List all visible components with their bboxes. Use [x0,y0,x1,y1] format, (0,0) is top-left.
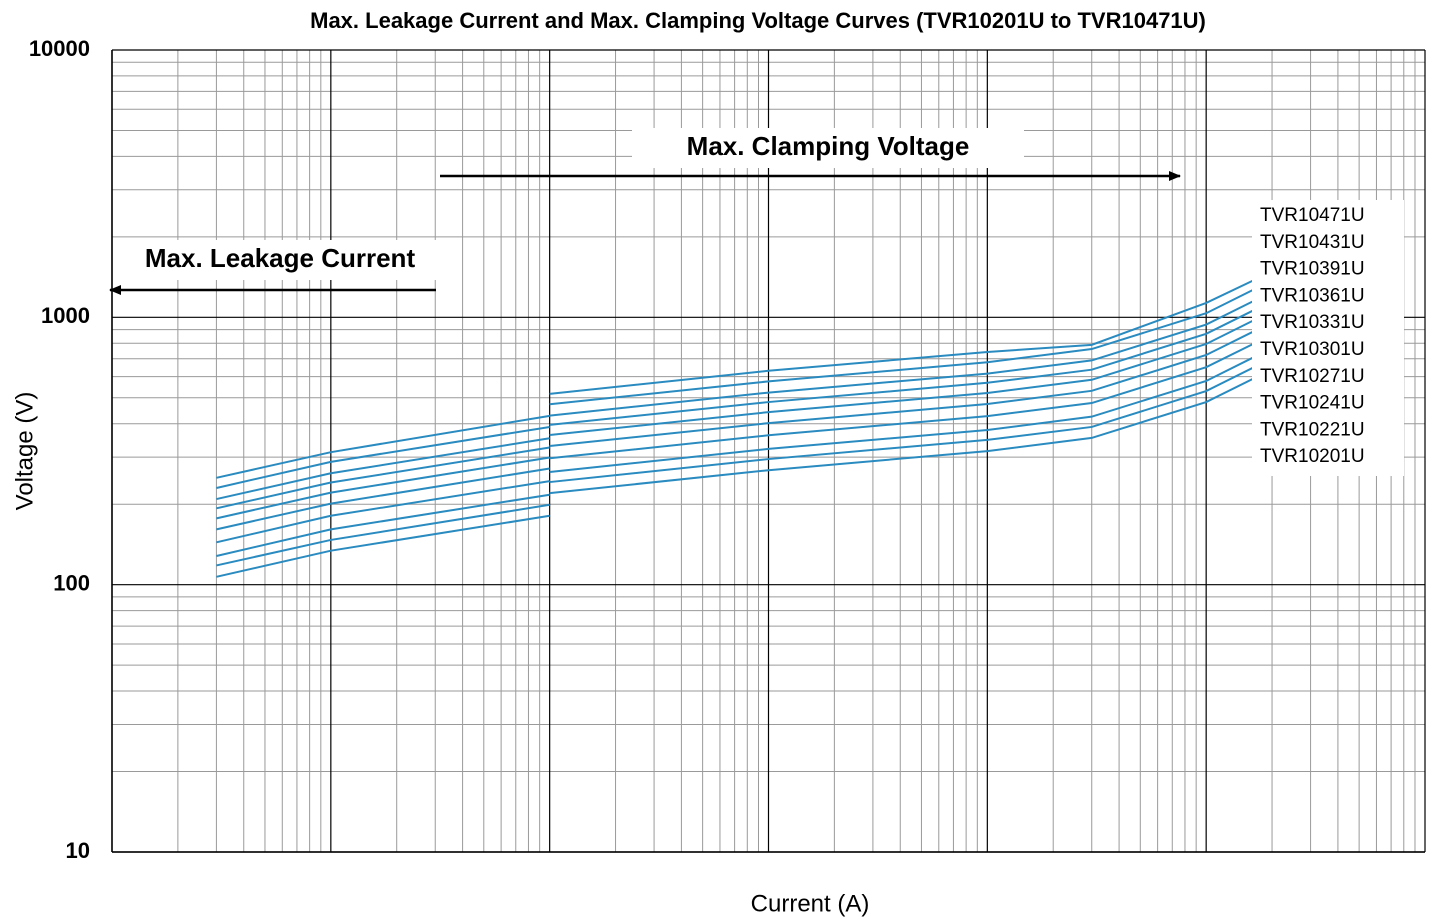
series-line [216,298,1258,501]
y-tick-label: 100 [53,570,90,595]
annotation-box [118,240,444,280]
annotation: Max. Leakage Current [145,243,416,273]
legend-box [1252,200,1404,476]
y-axis-label: Voltage (V) [11,392,38,511]
legend-label: TVR10241U [1260,393,1365,414]
series-line [216,354,1258,557]
legend-label: TVR10221U [1260,419,1365,440]
series-line [216,341,1258,544]
series-line [216,277,1258,479]
legend-label: TVR10471U [1260,205,1365,226]
chart-title: Max. Leakage Current and Max. Clamping V… [310,8,1206,33]
legend-label: TVR10201U [1260,446,1365,467]
series-line [216,376,1258,578]
legend-label: TVR10271U [1260,366,1365,387]
series-line [216,307,1258,510]
legend-label: TVR10391U [1260,259,1365,280]
legend-label: TVR10301U [1260,339,1365,360]
y-tick-label: 1000 [41,303,90,328]
series-line [216,365,1258,567]
y-tick-label: 10000 [29,36,90,61]
x-axis-label: Current (A) [751,890,870,917]
series-line [216,287,1258,489]
series-line [216,329,1258,531]
annotation: Max. Clamping Voltage [687,131,970,161]
legend-label: TVR10331U [1260,312,1365,333]
series-line [216,317,1258,520]
legend-label: TVR10431U [1260,232,1365,253]
y-tick-label: 10 [66,838,90,863]
annotation-box [632,128,1024,168]
legend-label: TVR10361U [1260,285,1365,306]
